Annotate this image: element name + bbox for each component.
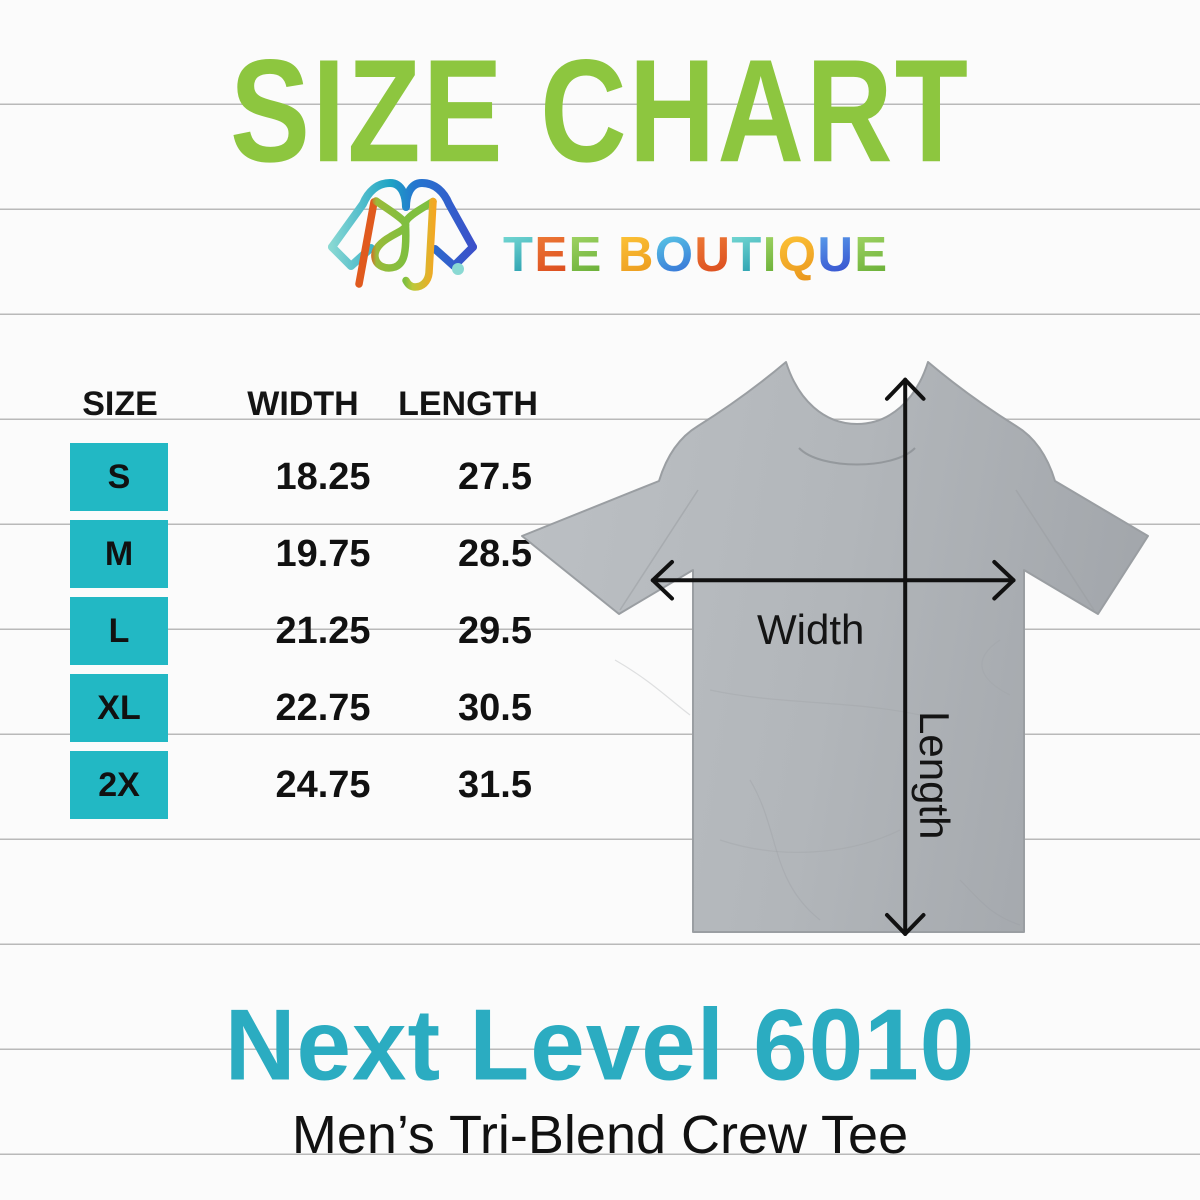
svg-text:Width: Width [757, 606, 864, 653]
svg-text:Length: Length [911, 711, 958, 839]
